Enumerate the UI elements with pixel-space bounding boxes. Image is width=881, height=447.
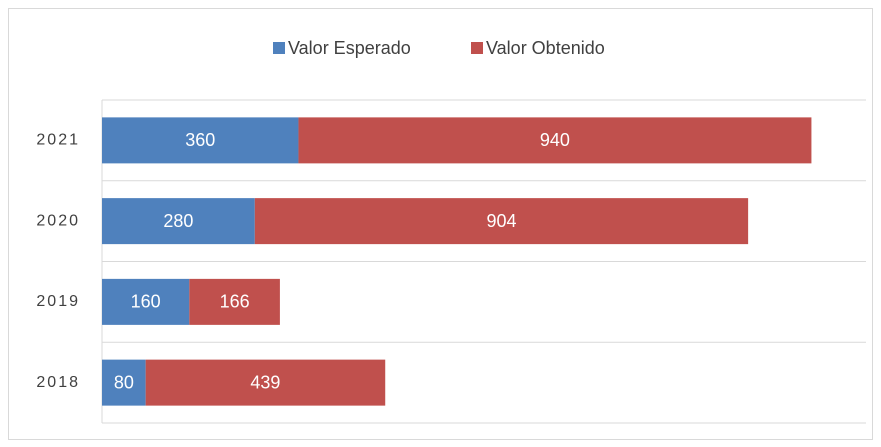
data-label: 439	[250, 372, 280, 392]
legend-swatch	[273, 42, 285, 54]
data-label: 166	[220, 292, 250, 312]
y-tick-label: 2021	[36, 132, 80, 149]
bar-segment	[102, 117, 299, 164]
legend-swatch	[471, 42, 483, 54]
y-tick-label: 2018	[36, 374, 80, 391]
data-label: 280	[163, 211, 193, 231]
bar-segment	[298, 117, 812, 164]
data-label: 904	[486, 211, 516, 231]
data-label: 360	[185, 130, 215, 150]
data-label: 160	[131, 292, 161, 312]
legend-label: Valor Obtenido	[486, 38, 605, 58]
bar-segment	[189, 278, 280, 325]
data-label: 940	[540, 130, 570, 150]
legend-label: Valor Esperado	[288, 38, 411, 58]
bar-segment	[102, 359, 146, 406]
y-tick-label: 2020	[36, 212, 80, 229]
bar-segment	[254, 198, 749, 245]
bar-segment	[145, 359, 386, 406]
data-label: 80	[114, 372, 134, 392]
y-tick-label: 2019	[36, 293, 80, 310]
bar-segment	[102, 198, 255, 245]
bar-segment	[102, 278, 190, 325]
